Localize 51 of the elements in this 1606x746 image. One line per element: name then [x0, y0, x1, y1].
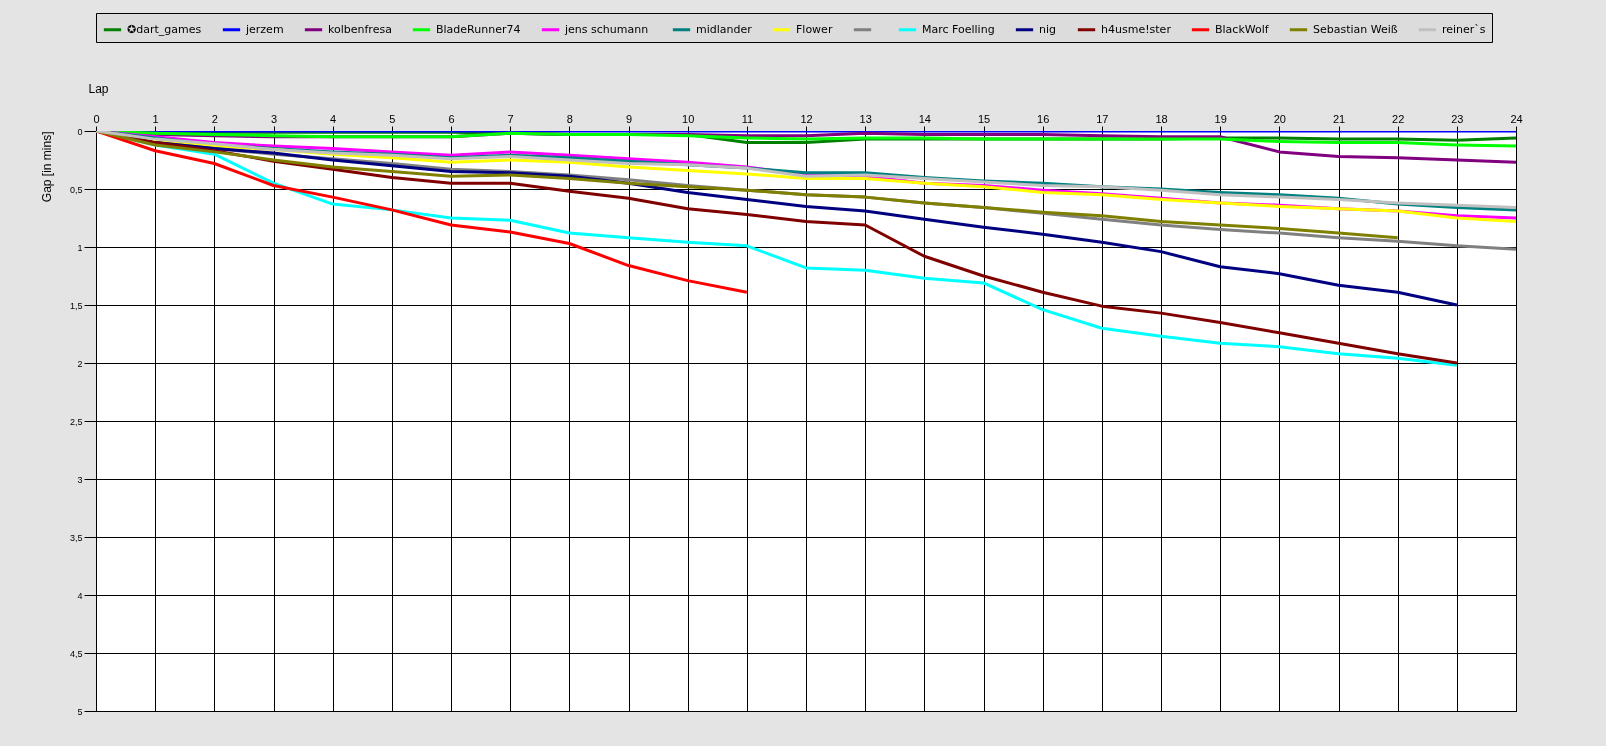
legend-label: h4usme!ster	[1101, 22, 1172, 36]
x-tick-label: 21	[1332, 112, 1346, 125]
legend-label: reiner`s	[1442, 22, 1486, 36]
legend-label: ✪dart_games	[127, 22, 202, 36]
x-tick-label: 6	[448, 112, 455, 125]
x-tick-label: 22	[1392, 112, 1405, 125]
legend-label: Sebastian Weiß	[1313, 22, 1398, 36]
x-tick-label: 19	[1214, 112, 1227, 125]
x-tick-label: 17	[1096, 112, 1109, 125]
x-tick-label: 12	[800, 112, 813, 125]
legend-label: Flower	[796, 22, 833, 36]
x-tick-label: 14	[918, 112, 931, 125]
y-tick-label: 0	[77, 126, 83, 137]
legend-label: kolbenfresa	[328, 22, 392, 36]
y-tick-label: 2	[77, 358, 83, 369]
y-tick-label: 0,5	[69, 184, 83, 195]
x-tick-label: 13	[859, 112, 872, 125]
x-tick-label: 5	[389, 112, 396, 125]
x-tick-label: 23	[1451, 112, 1464, 125]
x-axis-title: Lap	[88, 81, 109, 96]
x-tick-label: 16	[1037, 112, 1050, 125]
y-tick-label: 4	[77, 590, 83, 601]
x-tick-label: 2	[211, 112, 218, 125]
x-tick-label: 9	[625, 112, 633, 125]
legend-label: jens schumann	[564, 22, 649, 36]
y-tick-label: 5	[77, 706, 83, 717]
y-axis-title: Gap [in mins]	[39, 131, 54, 203]
legend-label: BladeRunner74	[436, 22, 521, 36]
x-tick-label: 0	[93, 112, 100, 125]
y-tick-label: 3	[77, 474, 83, 485]
legend-label: Marc Foelling	[922, 22, 995, 36]
x-tick-label: 24	[1510, 112, 1523, 125]
x-tick-label: 20	[1273, 112, 1286, 125]
x-tick-label: 3	[270, 112, 278, 125]
x-tick-label: 4	[330, 112, 337, 125]
y-tick-label: 3,5	[69, 532, 83, 543]
y-tick-label: 1,5	[69, 300, 83, 311]
x-tick-label: 7	[507, 112, 514, 125]
y-tick-label: 2,5	[69, 416, 83, 427]
x-tick-label: 10	[682, 112, 695, 125]
x-tick-label: 1	[152, 112, 159, 125]
x-tick-label: 18	[1155, 112, 1168, 125]
legend-label: BlackWolf	[1215, 22, 1270, 36]
legend-label: midlander	[696, 22, 753, 36]
x-tick-label: 8	[566, 112, 573, 125]
x-tick-label: 15	[977, 112, 991, 125]
y-tick-label: 4,5	[69, 648, 83, 659]
x-tick-label: 11	[741, 112, 754, 125]
legend-label: jerzem	[245, 22, 284, 36]
legend-label: nig	[1039, 22, 1057, 36]
y-tick-label: 1	[77, 242, 83, 253]
